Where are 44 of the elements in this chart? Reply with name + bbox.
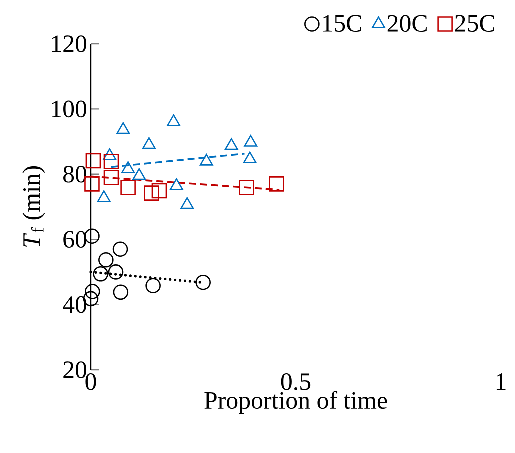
y-tick-label: 20 bbox=[64, 362, 87, 378]
point bbox=[152, 183, 168, 199]
point bbox=[170, 178, 184, 190]
point bbox=[103, 148, 117, 160]
y-tick-label: 120 bbox=[52, 36, 87, 52]
point bbox=[200, 154, 214, 166]
point bbox=[108, 264, 124, 280]
point bbox=[122, 162, 136, 174]
legend-label: 15C bbox=[323, 15, 362, 32]
point bbox=[97, 190, 111, 202]
point bbox=[84, 284, 100, 300]
point bbox=[93, 266, 108, 282]
point bbox=[167, 114, 181, 126]
y-tick-label: 80 bbox=[64, 166, 87, 183]
x-tick-label: 1 bbox=[496, 374, 506, 390]
point bbox=[132, 168, 146, 180]
point bbox=[243, 152, 257, 164]
x-axis-title: Proportion of time bbox=[204, 391, 388, 414]
x-tick-label: 0 bbox=[86, 374, 96, 390]
point bbox=[84, 176, 100, 192]
legend-label: 20C bbox=[388, 15, 427, 32]
point bbox=[113, 284, 129, 300]
x-tick-label: 0.5 bbox=[281, 374, 311, 390]
point bbox=[98, 252, 114, 268]
point bbox=[142, 137, 156, 150]
point bbox=[196, 274, 211, 290]
y-tick-label: 60 bbox=[64, 231, 87, 248]
legend-label: 25C bbox=[455, 15, 494, 32]
y-tick-label: 100 bbox=[52, 100, 87, 118]
y-tick-label: 40 bbox=[63, 296, 87, 314]
point bbox=[239, 180, 254, 196]
point bbox=[146, 278, 161, 294]
point bbox=[116, 122, 130, 134]
y-axis-title: T$_{f}$ (min) bbox=[22, 166, 46, 247]
point bbox=[144, 186, 160, 201]
point bbox=[180, 197, 194, 210]
point bbox=[244, 135, 258, 147]
point bbox=[120, 180, 136, 196]
point bbox=[224, 138, 238, 150]
point bbox=[104, 170, 120, 186]
point bbox=[112, 242, 128, 258]
point bbox=[269, 176, 284, 192]
point bbox=[104, 154, 120, 170]
point bbox=[86, 153, 102, 169]
